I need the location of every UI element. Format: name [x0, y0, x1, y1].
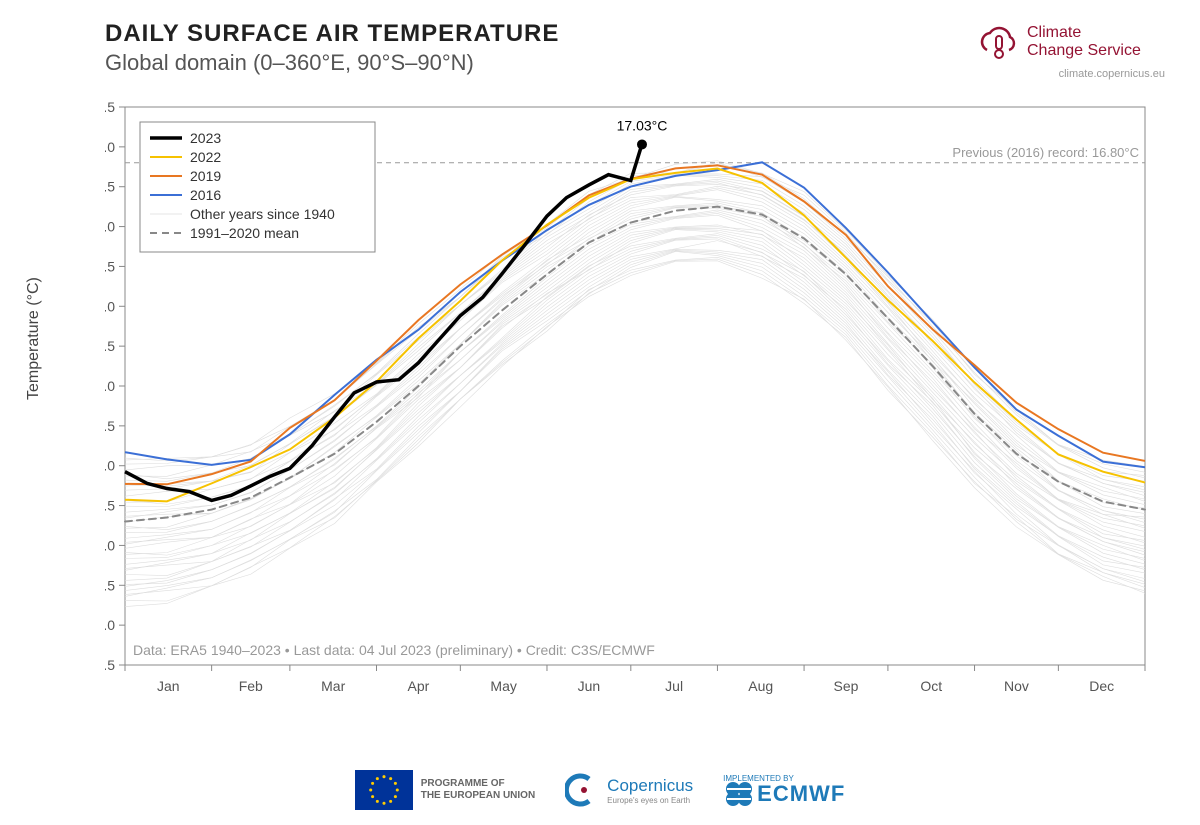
eu-flag-icon — [355, 770, 413, 810]
svg-text:2023: 2023 — [190, 130, 221, 146]
y-axis-label: Temperature (°C) — [25, 277, 43, 400]
svg-text:2019: 2019 — [190, 168, 221, 184]
svg-text:2022: 2022 — [190, 149, 221, 165]
svg-text:10.5: 10.5 — [105, 657, 115, 673]
svg-text:Previous (2016) record: 16.80°: Previous (2016) record: 16.80°C — [952, 145, 1139, 160]
svg-text:Data: ERA5 1940–2023 • Last: Data: ERA5 1940–2023 • Last data: 04 Jul… — [133, 642, 655, 658]
svg-text:Aug: Aug — [748, 678, 773, 694]
svg-text:11.5: 11.5 — [105, 577, 115, 593]
ecmwf-icon — [723, 781, 757, 807]
svg-text:Apr: Apr — [408, 678, 430, 694]
svg-text:14.5: 14.5 — [105, 338, 115, 354]
svg-text:Oct: Oct — [920, 678, 942, 694]
temperature-chart: 10.5 11.0 11.5 12.0 12.5 13.0 13.5 14.0 14.5 15.0… — [105, 95, 1155, 705]
copernicus-icon — [565, 773, 599, 807]
svg-text:17.0: 17.0 — [105, 139, 115, 155]
eu-programme-text: PROGRAMME OF THE EUROPEAN UNION — [421, 778, 535, 802]
copernicus-text: Copernicus — [607, 776, 693, 796]
ecmwf-text: ECMWF — [757, 781, 845, 807]
svg-text:16.5: 16.5 — [105, 179, 115, 195]
ccs-logo: Climate Change Service climate.copernicu… — [975, 20, 1165, 80]
svg-text:13.0: 13.0 — [105, 458, 115, 474]
svg-text:Jul: Jul — [665, 678, 683, 694]
footer-logos: PROGRAMME OF THE EUROPEAN UNION Copernic… — [0, 770, 1200, 810]
svg-text:2016: 2016 — [190, 187, 221, 203]
svg-text:Other years since 1940: Other years since 1940 — [190, 206, 335, 222]
ccs-brand-line2: Change Service — [1027, 42, 1141, 60]
svg-text:Nov: Nov — [1004, 678, 1029, 694]
ccs-cloud-icon — [975, 20, 1019, 64]
svg-text:12.0: 12.0 — [105, 537, 115, 553]
svg-text:12.5: 12.5 — [105, 498, 115, 514]
svg-text:Mar: Mar — [321, 678, 345, 694]
svg-text:May: May — [490, 678, 516, 694]
svg-text:17.03°C: 17.03°C — [617, 117, 668, 133]
copernicus-sub: Europe's eyes on Earth — [607, 796, 693, 805]
copernicus-logo: Copernicus Europe's eyes on Earth — [565, 773, 693, 807]
svg-text:11.0: 11.0 — [105, 617, 115, 633]
svg-text:Jun: Jun — [578, 678, 601, 694]
svg-text:16.0: 16.0 — [105, 219, 115, 235]
svg-text:15.0: 15.0 — [105, 298, 115, 314]
eu-logo: PROGRAMME OF THE EUROPEAN UNION — [355, 770, 535, 810]
chart-subtitle: Global domain (0–360°E, 90°S–90°N) — [105, 50, 474, 76]
svg-text:Sep: Sep — [834, 678, 859, 694]
ccs-brand-line1: Climate — [1027, 24, 1141, 42]
svg-text:17.5: 17.5 — [105, 99, 115, 115]
chart-title: DAILY SURFACE AIR TEMPERATURE — [105, 20, 559, 48]
svg-text:13.5: 13.5 — [105, 418, 115, 434]
svg-text:15.5: 15.5 — [105, 258, 115, 274]
ecmwf-logo: IMPLEMENTED BY ECMWF — [723, 774, 845, 807]
svg-text:Dec: Dec — [1089, 678, 1114, 694]
svg-text:Jan: Jan — [157, 678, 180, 694]
svg-text:1991–2020 mean: 1991–2020 mean — [190, 225, 299, 241]
svg-text:Feb: Feb — [239, 678, 263, 694]
svg-text:14.0: 14.0 — [105, 378, 115, 394]
ccs-url: climate.copernicus.eu — [975, 68, 1165, 80]
